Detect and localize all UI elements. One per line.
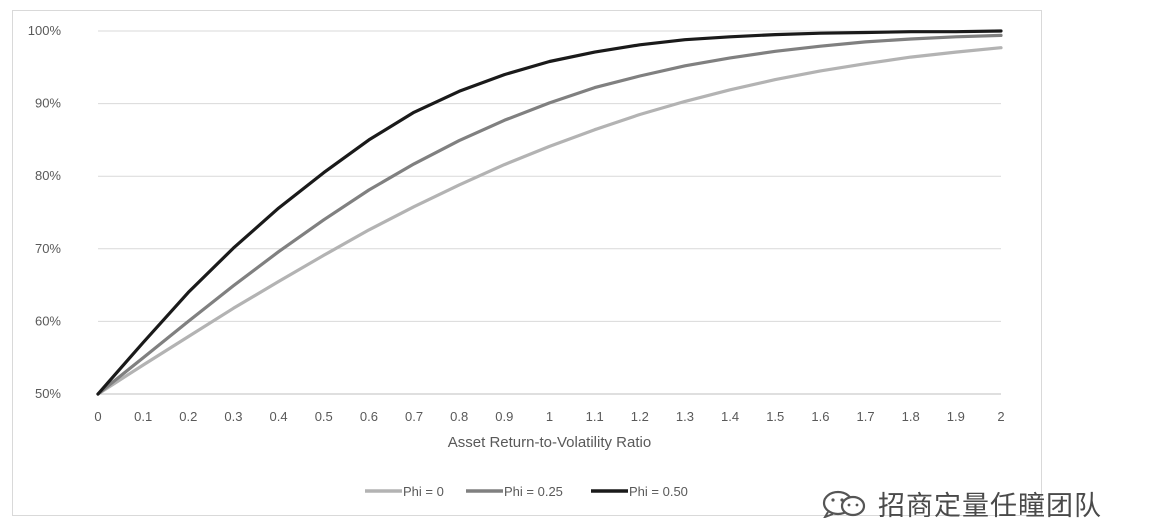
x-axis-tick-labels: 0 0.1 0.2 0.3 0.4 0.5 0.6 0.7 0.8 0.9 1 1.1 1.2 1.3 1.… bbox=[94, 409, 1004, 424]
series-line-1 bbox=[96, 46, 1003, 396]
x-tick-label: 0.2 bbox=[179, 409, 197, 424]
legend-label: Phi = 0.50 bbox=[629, 484, 688, 499]
gridlines bbox=[98, 30, 1001, 395]
x-tick-label: 0 bbox=[94, 409, 101, 424]
x-tick-label: 0.9 bbox=[495, 409, 513, 424]
legend-label: Phi = 0 bbox=[403, 484, 444, 499]
line-chart: 50%60%70%80%90%100% 0 0.1 0.2 0.3 0.4 0.5 0.6 0… bbox=[28, 23, 1005, 499]
y-axis-tick-labels: 50% 60% 70% 80% 90% 100% bbox=[28, 23, 62, 401]
x-tick-label: 1.1 bbox=[586, 409, 604, 424]
x-tick-label: 1.2 bbox=[631, 409, 649, 424]
y-tick-label: 60% bbox=[35, 313, 61, 328]
x-tick-label: 1.8 bbox=[902, 409, 920, 424]
x-tick-label: 1.5 bbox=[766, 409, 784, 424]
watermark-text: 招商定量任瞳团队 bbox=[878, 490, 1102, 522]
series-line-3 bbox=[96, 29, 1003, 396]
x-tick-label: 1.4 bbox=[721, 409, 739, 424]
legend: Phi = 0 Phi = 0.25 Phi = 0.50 bbox=[365, 484, 688, 499]
y-tick-label: 70% bbox=[35, 241, 61, 256]
x-tick-label: 1.3 bbox=[676, 409, 694, 424]
x-tick-label: 0.5 bbox=[315, 409, 333, 424]
y-tick-label: 90% bbox=[35, 96, 61, 111]
watermark: 招商定量任瞳团队 bbox=[818, 488, 1102, 522]
x-tick-label: 1.6 bbox=[811, 409, 829, 424]
x-tick-label: 0.6 bbox=[360, 409, 378, 424]
y-tick-label: 100% bbox=[28, 23, 62, 38]
x-tick-label: 0.4 bbox=[270, 409, 288, 424]
x-tick-label: 1.9 bbox=[947, 409, 965, 424]
y-tick-label: 50% bbox=[35, 386, 61, 401]
legend-label: Phi = 0.25 bbox=[504, 484, 563, 499]
x-axis-title: Asset Return-to-Volatility Ratio bbox=[448, 434, 651, 451]
x-tick-label: 1 bbox=[546, 409, 553, 424]
wechat-icon bbox=[822, 490, 866, 518]
x-tick-label: 0.3 bbox=[224, 409, 242, 424]
x-tick-label: 0.8 bbox=[450, 409, 468, 424]
y-tick-label: 80% bbox=[35, 168, 61, 183]
series-line-2 bbox=[96, 33, 1003, 396]
x-tick-label: 2 bbox=[997, 409, 1004, 424]
series-lines bbox=[96, 29, 1003, 396]
chart-frame: 50% 60% 70% 80% 90% 100% 0 0.1 0.2 0.3 0.4 0.5 0.6 0… bbox=[12, 10, 1042, 516]
x-tick-label: 1.7 bbox=[857, 409, 875, 424]
x-tick-label: 0.1 bbox=[134, 409, 152, 424]
x-tick-label: 0.7 bbox=[405, 409, 423, 424]
